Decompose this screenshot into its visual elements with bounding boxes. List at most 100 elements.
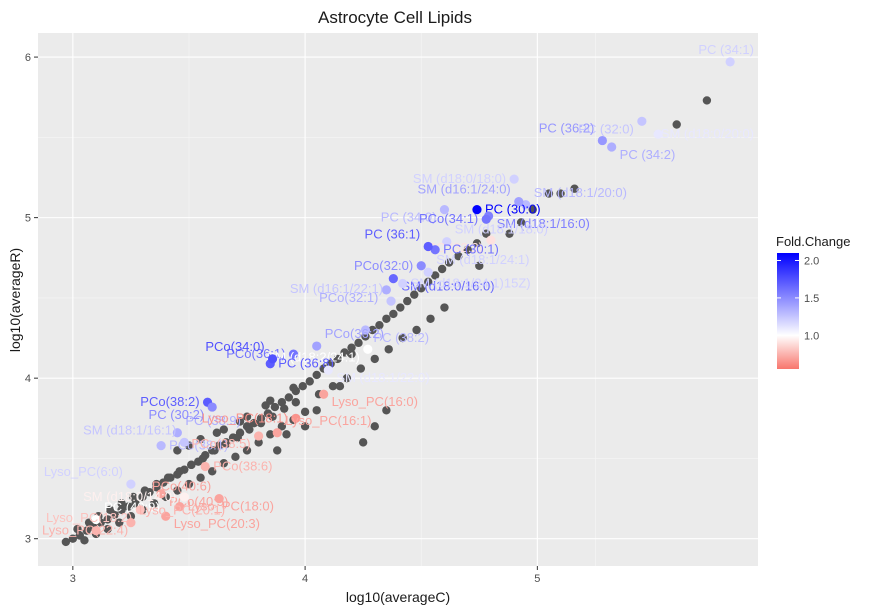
data-point xyxy=(149,499,159,508)
x-tick-label: 5 xyxy=(534,573,540,585)
data-point xyxy=(175,467,184,476)
labeled-data-point xyxy=(597,135,607,146)
data-point xyxy=(115,518,124,527)
x-tick-label: 4 xyxy=(302,573,308,585)
data-point xyxy=(300,407,310,417)
data-point xyxy=(384,345,393,354)
data-point xyxy=(289,383,298,392)
y-tick-label: 4 xyxy=(25,373,31,385)
point-label: PCo(34:1) xyxy=(419,211,478,226)
data-point xyxy=(117,499,126,508)
labeled-data-point xyxy=(423,267,433,277)
data-point xyxy=(138,492,147,502)
labeled-data-point xyxy=(172,428,182,438)
labeled-data-point xyxy=(175,501,185,512)
data-point xyxy=(375,320,384,330)
point-label: PC (34:0) xyxy=(381,210,437,225)
x-axis-title: log10(averageC) xyxy=(346,589,450,605)
legend: Fold.Change 1.0 1.5 2.0 xyxy=(776,234,850,369)
point-label: SM (d18:1/22:0) xyxy=(336,370,429,385)
point-label: PC (32:2) xyxy=(427,240,483,255)
data-point xyxy=(198,454,208,463)
data-point xyxy=(126,512,136,521)
data-point xyxy=(212,428,222,437)
data-point xyxy=(273,446,282,455)
point-label: PC (32:0) xyxy=(578,121,634,136)
labeled-data-point xyxy=(653,129,663,139)
labeled-data-point xyxy=(200,461,210,472)
labeled-data-point xyxy=(156,489,166,499)
data-point xyxy=(358,438,368,447)
point-label: SM (d16:1/24:0) xyxy=(418,182,511,197)
point-label: Lyso_PC(6:0) xyxy=(44,464,123,479)
data-point xyxy=(300,422,310,431)
data-point xyxy=(444,258,454,267)
point-label: PC (36:1) xyxy=(365,227,421,242)
data-point xyxy=(426,314,435,323)
labeled-data-point xyxy=(291,413,301,423)
point-label: SM (d18:2/24:1) xyxy=(267,349,360,364)
data-point xyxy=(398,333,407,343)
labeled-data-point xyxy=(91,526,101,536)
data-point xyxy=(389,309,398,319)
data-point xyxy=(528,205,537,214)
legend-tick-label: 1.0 xyxy=(804,330,819,342)
legend-tick-label: 2.0 xyxy=(804,255,819,267)
point-label: SM (d18:0/18:0) xyxy=(413,171,506,186)
point-label: Lyso_PC(18:2) xyxy=(46,510,132,525)
data-point xyxy=(430,271,440,280)
labeled-data-point xyxy=(360,325,371,335)
labeled-data-point xyxy=(319,389,329,399)
grid-lines xyxy=(38,33,758,566)
point-label: PCo(36:2) xyxy=(325,326,384,341)
y-axis-title: log10(averageR) xyxy=(7,248,23,352)
point-label: PCo(38:2) xyxy=(140,394,199,409)
x-tick-label: 3 xyxy=(70,573,76,585)
data-point xyxy=(298,381,307,391)
point-label: SM (d18:0/20:0) xyxy=(661,126,754,141)
data-point xyxy=(249,418,259,428)
data-point xyxy=(410,290,419,299)
y-tick-label: 3 xyxy=(25,534,31,546)
labeled-data-point xyxy=(423,241,433,252)
labeled-data-point xyxy=(272,428,282,438)
labeled-data-point xyxy=(254,431,264,441)
point-label: PC (30:1) xyxy=(443,242,499,257)
data-point xyxy=(335,381,345,391)
point-label: SM (d18:1/24:1) xyxy=(436,252,529,267)
point-label: PC (40:9) xyxy=(104,499,160,514)
point-label: PCo(38:5) xyxy=(191,436,250,451)
labeled-data-point xyxy=(312,341,322,351)
y-tick-label: 6 xyxy=(25,52,31,64)
data-point xyxy=(312,406,321,415)
labeled-data-point xyxy=(521,200,531,210)
point-label: PCo(40:6) xyxy=(152,479,211,494)
data-point xyxy=(196,473,205,482)
labeled-data-point xyxy=(472,204,482,215)
data-point xyxy=(277,398,287,407)
point-label: SM (d16:1/22:1) xyxy=(290,281,383,296)
labeled-data-point xyxy=(135,505,145,515)
data-point xyxy=(417,284,426,293)
data-point xyxy=(68,534,78,543)
labeled-data-point xyxy=(179,492,189,502)
data-point xyxy=(328,381,338,391)
labeled-data-point xyxy=(267,354,278,364)
point-label: SM (d18:1/20:0) xyxy=(534,185,627,200)
data-point xyxy=(196,434,205,444)
data-point xyxy=(261,401,270,410)
data-point xyxy=(342,373,352,383)
labeled-data-point xyxy=(607,142,617,152)
data-point xyxy=(382,314,391,323)
labeled-data-point xyxy=(514,196,524,207)
labeled-data-point xyxy=(214,493,224,504)
data-point xyxy=(454,251,463,261)
point-label: SM (d18:1/18:0) xyxy=(455,222,548,237)
data-point xyxy=(370,354,379,364)
data-point xyxy=(231,452,240,462)
data-point xyxy=(356,364,366,373)
labeled-data-point xyxy=(725,57,735,67)
labeled-data-point xyxy=(509,174,519,184)
point-label: SM (d18:0/16:0) xyxy=(401,279,494,294)
point-label: Lyso_PC(16:0) xyxy=(332,394,418,409)
